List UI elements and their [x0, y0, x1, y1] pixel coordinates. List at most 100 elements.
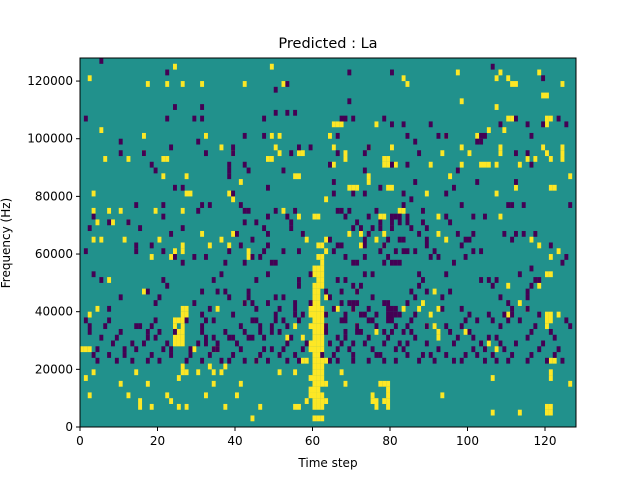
heatmap-cell-low	[393, 357, 398, 364]
heatmap-cell-high	[378, 380, 383, 387]
heatmap-cell-low	[200, 104, 205, 110]
heatmap-cell-low	[273, 207, 278, 214]
heatmap-cell-low	[393, 323, 398, 330]
heatmap-cell-high	[316, 352, 321, 358]
heatmap-cell-high	[545, 150, 549, 157]
heatmap-cell-high	[382, 380, 387, 387]
heatmap-cell-low	[351, 259, 356, 266]
heatmap-cell-low	[405, 300, 410, 306]
heatmap-cell-high	[324, 294, 329, 301]
heatmap-cell-low	[533, 230, 538, 237]
heatmap-cell-high	[494, 75, 499, 82]
heatmap-cell-high	[401, 75, 406, 82]
heatmap-cell-high	[374, 236, 379, 243]
heatmap-cell-low	[459, 357, 464, 364]
heatmap-cell-low	[452, 184, 456, 191]
heatmap-cell-high	[142, 132, 146, 139]
heatmap-cell-low	[153, 300, 158, 306]
heatmap-cell-high	[231, 196, 236, 203]
heatmap-cell-low	[300, 230, 305, 237]
heatmap-cell-low	[362, 271, 367, 278]
heatmap-cell-low	[421, 207, 425, 214]
heatmap-cell-high	[293, 403, 298, 410]
heatmap-cell-low	[215, 340, 220, 347]
heatmap-cell-high	[188, 190, 193, 197]
heatmap-cell-high	[316, 300, 321, 306]
heatmap-cell-high	[490, 375, 495, 381]
heatmap-cell-low	[463, 352, 468, 358]
heatmap-cell-low	[250, 300, 255, 306]
heatmap-cell-low	[525, 305, 530, 312]
heatmap-cell-low	[382, 115, 387, 122]
heatmap-cell-high	[99, 236, 104, 243]
heatmap-cell-low	[204, 254, 208, 260]
heatmap-cell-high	[312, 271, 317, 278]
heatmap-cell-low	[122, 352, 127, 358]
heatmap-cell-high	[285, 334, 290, 341]
heatmap-cell-low	[417, 150, 422, 157]
heatmap-cell-high	[312, 340, 317, 347]
heatmap-cell-high	[541, 144, 546, 151]
heatmap-cell-low	[273, 259, 278, 266]
y-tick-label: 60000	[35, 247, 73, 261]
heatmap-cell-low	[417, 271, 422, 278]
heatmap-cell-high	[157, 236, 162, 243]
heatmap-cell-low	[517, 271, 522, 278]
chart-title: Predicted : La	[278, 36, 377, 52]
heatmap-cell-low	[238, 242, 243, 249]
heatmap-cell-high	[312, 398, 317, 404]
heatmap-cell-low	[297, 144, 301, 151]
heatmap-cell-low	[475, 138, 480, 145]
heatmap-cell-low	[475, 352, 480, 358]
heatmap-cell-low	[494, 334, 499, 341]
heatmap-cell-high	[339, 121, 344, 128]
heatmap-cell-high	[525, 156, 530, 162]
heatmap-cell-high	[351, 184, 356, 191]
heatmap-cell-low	[242, 259, 247, 266]
heatmap-cell-high	[498, 150, 503, 157]
heatmap-cell-low	[339, 300, 344, 306]
heatmap-cell-low	[548, 242, 553, 249]
heatmap-cell-high	[320, 415, 325, 422]
heatmap-cell-low	[370, 317, 375, 324]
heatmap-cell-high	[258, 403, 263, 410]
heatmap-cell-low	[266, 242, 270, 249]
heatmap-cell-low	[510, 236, 515, 243]
heatmap-cell-high	[219, 236, 224, 243]
heatmap-cell-low	[541, 121, 546, 128]
heatmap-cell-low	[273, 109, 278, 116]
heatmap-cell-low	[475, 179, 480, 185]
heatmap-cell-high	[382, 230, 387, 237]
heatmap-cell-low	[254, 317, 259, 324]
heatmap-cell-low	[281, 294, 286, 301]
heatmap-cell-low	[219, 357, 224, 364]
heatmap-cell-low	[107, 352, 112, 358]
heatmap-cell-low	[374, 323, 379, 330]
heatmap-cell-low	[297, 277, 301, 283]
heatmap-cell-low	[196, 138, 201, 145]
heatmap-cell-low	[529, 282, 534, 289]
heatmap-cell-high	[312, 311, 317, 318]
heatmap-cell-high	[545, 92, 549, 99]
heatmap-cell-high	[250, 415, 255, 422]
heatmap-cell-high	[545, 121, 549, 128]
heatmap-cell-high	[80, 346, 84, 353]
heatmap-cell-high	[382, 161, 387, 168]
heatmap-cell-high	[281, 81, 286, 87]
heatmap-cell-high	[312, 265, 317, 272]
heatmap-cell-high	[300, 150, 305, 157]
heatmap-cell-low	[362, 311, 367, 318]
heatmap-cell-low	[211, 277, 216, 283]
heatmap-cell-low	[459, 242, 464, 249]
heatmap-cell-high	[386, 380, 391, 387]
heatmap-cell-low	[390, 225, 394, 232]
heatmap-cell-high	[339, 369, 344, 376]
heatmap-cell-low	[285, 213, 290, 220]
heatmap-cell-high	[428, 311, 433, 318]
heatmap-cell-high	[494, 104, 499, 110]
heatmap-cell-low	[169, 230, 174, 237]
heatmap-cell-low	[448, 288, 453, 295]
heatmap-cell-low	[227, 248, 232, 255]
heatmap-cell-low	[289, 219, 294, 226]
heatmap-cell-low	[343, 334, 348, 341]
